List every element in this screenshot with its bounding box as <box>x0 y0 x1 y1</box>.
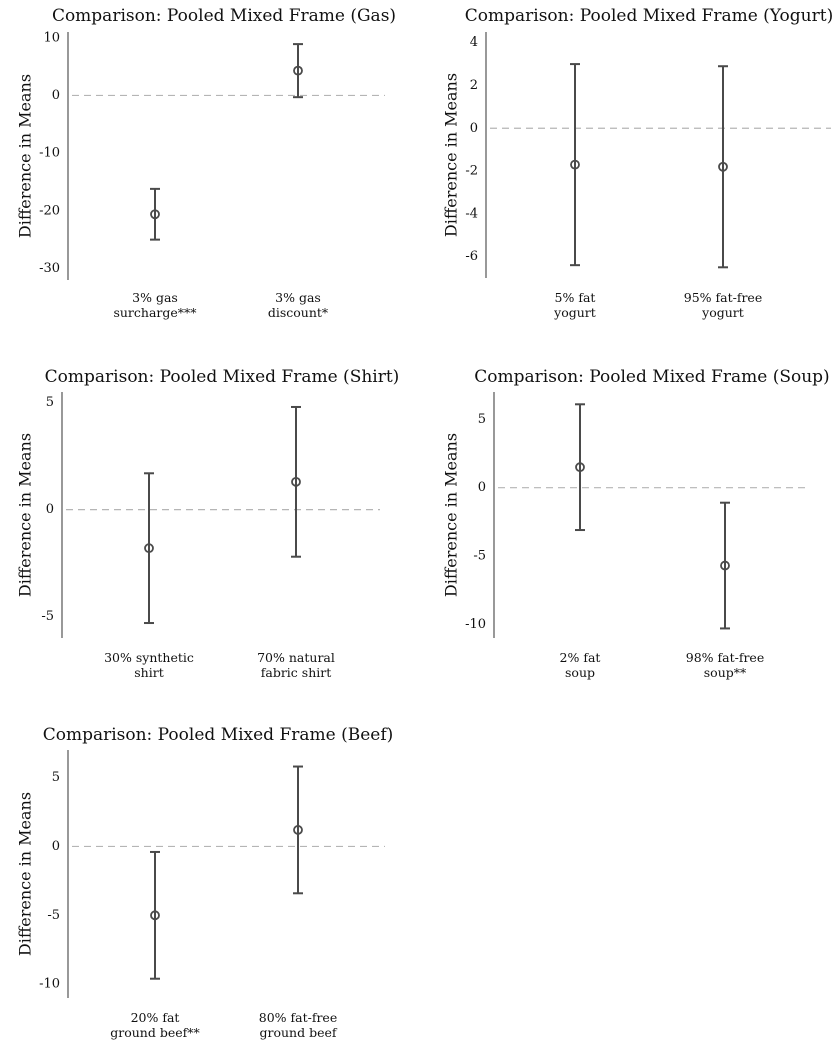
estimate-point <box>150 209 160 220</box>
estimate-point <box>291 476 301 487</box>
chart-title: Comparison: Pooled Mixed Frame (Gas) <box>52 6 396 26</box>
error-bar <box>150 187 160 241</box>
error-bar <box>720 501 730 630</box>
y-axis-label: Difference in Means <box>442 433 461 597</box>
category-label: 98% fat-free <box>686 650 764 665</box>
y-axis-label: Difference in Means <box>16 74 35 238</box>
chart-title: Comparison: Pooled Mixed Frame (Yogurt) <box>465 6 833 26</box>
chart-title: Comparison: Pooled Mixed Frame (Soup) <box>474 367 829 387</box>
y-tick-label: -30 <box>39 261 60 276</box>
y-tick-label: 0 <box>52 839 60 854</box>
chart-title: Comparison: Pooled Mixed Frame (Beef) <box>43 725 394 745</box>
category-label: 95% fat-free <box>684 290 762 305</box>
y-tick-label: -4 <box>465 206 478 221</box>
y-tick-label: 0 <box>52 88 60 103</box>
category-label: surcharge*** <box>113 305 197 320</box>
y-tick-label: -5 <box>47 908 60 923</box>
chart-panel-1: Comparison: Pooled Mixed Frame (Gas) Diff… <box>16 6 397 320</box>
y-tick-label: -10 <box>39 146 60 161</box>
category-label: yogurt <box>553 305 596 320</box>
y-axis-label: Difference in Means <box>16 792 35 956</box>
error-bar <box>144 472 154 625</box>
chart-title: Comparison: Pooled Mixed Frame (Shirt) <box>45 367 400 387</box>
y-tick-label: 2 <box>470 78 478 93</box>
error-bar <box>150 850 160 980</box>
category-label: 3% gas <box>132 290 178 305</box>
category-label: ground beef** <box>110 1025 200 1040</box>
y-tick-label: -5 <box>473 549 486 564</box>
estimate-point <box>293 65 303 76</box>
error-bar <box>718 65 728 269</box>
category-label: soup <box>565 665 595 680</box>
category-label: 70% natural <box>257 650 335 665</box>
y-tick-label: 0 <box>478 480 486 495</box>
category-label: 30% synthetic <box>104 650 194 665</box>
chart-panel-5: Comparison: Pooled Mixed Frame (Beef) Dif… <box>16 725 394 1040</box>
y-tick-label: 0 <box>46 502 54 517</box>
y-tick-label: -2 <box>465 164 478 179</box>
category-label: soup** <box>704 665 747 680</box>
category-label: yogurt <box>701 305 744 320</box>
estimate-point <box>150 910 160 921</box>
category-label: discount* <box>268 305 329 320</box>
error-bar <box>291 405 301 558</box>
y-tick-label: 0 <box>470 121 478 136</box>
category-label: 3% gas <box>275 290 321 305</box>
error-bar <box>575 403 585 532</box>
y-tick-label: -10 <box>39 977 60 992</box>
y-tick-label: 5 <box>46 395 54 410</box>
estimate-point <box>718 161 728 172</box>
category-label: 20% fat <box>131 1010 180 1025</box>
error-bar <box>293 43 303 99</box>
estimate-point <box>144 543 154 554</box>
chart-panel-2: Comparison: Pooled Mixed Frame (Yogurt) D… <box>442 6 834 320</box>
y-tick-label: -5 <box>41 609 54 624</box>
category-label: 80% fat-free <box>259 1010 337 1025</box>
y-tick-label: -20 <box>39 203 60 218</box>
error-bar <box>570 63 580 267</box>
y-tick-label: -6 <box>465 249 478 264</box>
y-tick-label: -10 <box>465 617 486 632</box>
estimate-point <box>293 825 303 835</box>
category-label: 5% fat <box>555 290 596 305</box>
category-label: 2% fat <box>560 650 601 665</box>
y-axis-label: Difference in Means <box>16 433 35 597</box>
y-tick-label: 5 <box>52 770 60 785</box>
estimate-point <box>720 560 730 571</box>
y-tick-label: 10 <box>43 30 60 45</box>
chart-panel-3: Comparison: Pooled Mixed Frame (Shirt) Di… <box>16 367 400 680</box>
category-label: shirt <box>134 665 163 680</box>
category-label: fabric shirt <box>261 665 332 680</box>
estimate-point <box>570 159 580 170</box>
y-axis-label: Difference in Means <box>442 73 461 237</box>
y-tick-label: 5 <box>478 412 486 427</box>
category-label: ground beef <box>259 1025 337 1040</box>
y-tick-label: 4 <box>470 35 478 50</box>
chart-panel-4: Comparison: Pooled Mixed Frame (Soup) Dif… <box>442 367 830 680</box>
error-bar <box>293 765 303 895</box>
estimate-point <box>575 462 585 473</box>
